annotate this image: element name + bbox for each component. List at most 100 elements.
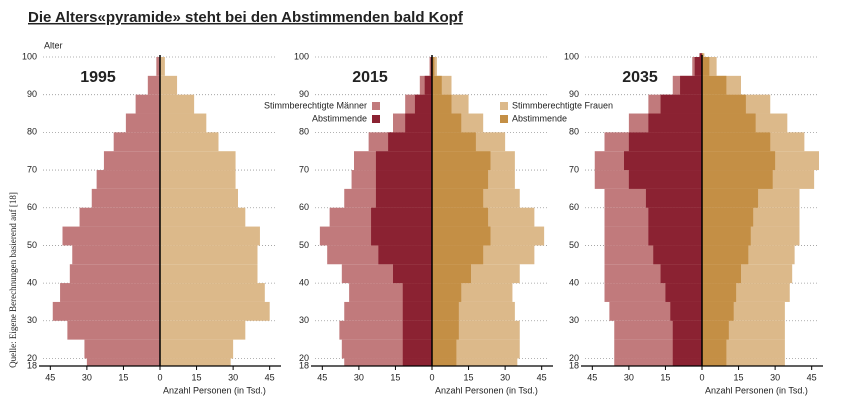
pyramid-bar bbox=[432, 226, 491, 246]
pyramid-bar bbox=[702, 358, 785, 366]
legend-swatch bbox=[500, 115, 508, 123]
pyramid-bar bbox=[405, 113, 432, 133]
y-tick-label: 50 bbox=[299, 240, 309, 250]
pyramid-bar bbox=[672, 339, 702, 359]
pyramid-bar bbox=[432, 113, 462, 133]
pyramid-bar bbox=[665, 283, 702, 302]
x-tick-label: 15 bbox=[734, 372, 744, 382]
y-tick-label: 50 bbox=[27, 240, 37, 250]
pyramid-bar bbox=[670, 301, 702, 321]
x-tick-label: 30 bbox=[770, 372, 780, 382]
pyramid-bar bbox=[702, 132, 771, 152]
y-tick-label: 70 bbox=[27, 164, 37, 174]
pyramid-bar bbox=[52, 301, 160, 321]
pyramid-bar bbox=[160, 320, 246, 340]
pyramid-bar bbox=[344, 358, 432, 366]
pyramid-bar bbox=[432, 75, 442, 95]
pyramid-bar bbox=[160, 57, 165, 76]
pyramid-bar bbox=[624, 151, 702, 171]
x-tick-label: 45 bbox=[265, 372, 275, 382]
x-tick-label: 0 bbox=[429, 372, 434, 382]
y-tick-label: 60 bbox=[569, 202, 579, 212]
pyramid-bar bbox=[645, 188, 702, 208]
pyramid-bar bbox=[135, 94, 160, 114]
panel-year: 2015 bbox=[352, 69, 388, 86]
y-tick-label: 100 bbox=[22, 51, 37, 61]
pyramid-bar bbox=[702, 264, 741, 284]
source: Quelle: Eigene Berechnungen basierend au… bbox=[8, 192, 18, 368]
y-tick-label: 40 bbox=[27, 277, 37, 287]
pyramid-bar bbox=[614, 358, 702, 366]
pyramid-bar bbox=[388, 132, 432, 152]
pyramid-bar bbox=[375, 151, 432, 171]
pyramid-bar bbox=[103, 151, 160, 171]
pyramid-bar bbox=[160, 94, 195, 114]
pyramid-bar bbox=[371, 226, 432, 246]
pyramid-bar bbox=[702, 245, 749, 265]
pyramid-bar bbox=[660, 94, 702, 114]
pyramid-bar bbox=[125, 113, 160, 133]
pyramid-bar bbox=[402, 283, 432, 302]
y-tick-label: 90 bbox=[569, 89, 579, 99]
pyramid-bar bbox=[156, 57, 160, 76]
y-tick-label: 80 bbox=[299, 127, 309, 137]
pyramid-bar bbox=[432, 132, 476, 152]
y-tick-label: 30 bbox=[27, 315, 37, 325]
x-tick-label: 15 bbox=[660, 372, 670, 382]
y-tick-label: 100 bbox=[564, 51, 579, 61]
y-tick-label: 40 bbox=[569, 277, 579, 287]
y-tick-label: 20 bbox=[299, 353, 309, 363]
y-tick-label: 20 bbox=[27, 353, 37, 363]
pyramid-bar bbox=[402, 320, 432, 340]
y-tick-label: 90 bbox=[299, 89, 309, 99]
pyramid-bar bbox=[702, 339, 727, 359]
pyramid-bar bbox=[702, 320, 729, 340]
pyramid-bar bbox=[160, 301, 270, 321]
legend-label: Abstimmende bbox=[512, 113, 567, 123]
pyramid-bar bbox=[653, 245, 702, 265]
pyramid-bar bbox=[702, 57, 710, 76]
y-tick-label: 18 bbox=[299, 360, 309, 370]
pyramid-bar bbox=[702, 170, 773, 189]
y-tick-label: 80 bbox=[27, 127, 37, 137]
panel-year: 2035 bbox=[622, 69, 658, 86]
pyramid-bar bbox=[62, 226, 160, 246]
pyramid-bar bbox=[432, 358, 457, 366]
pyramid-bar bbox=[160, 188, 238, 208]
x-tick-label: 0 bbox=[699, 372, 704, 382]
pyramid-bar bbox=[702, 226, 751, 246]
x-axis-label: Anzahl Personen (in Tsd.) bbox=[163, 385, 266, 395]
pyramid-bar bbox=[375, 188, 432, 208]
pyramid-bar bbox=[371, 207, 432, 227]
x-tick-label: 15 bbox=[118, 372, 128, 382]
pyramid-bar bbox=[402, 301, 432, 321]
legend-swatch bbox=[372, 102, 380, 110]
pyramid-bar bbox=[699, 53, 702, 57]
pyramid-bar bbox=[702, 283, 737, 302]
pyramid-bar bbox=[160, 226, 260, 246]
pyramid-bar bbox=[375, 170, 432, 189]
pyramid-bar bbox=[432, 151, 491, 171]
y-tick-label: 40 bbox=[299, 277, 309, 287]
pyramid-bar bbox=[72, 245, 160, 265]
pyramid-bar bbox=[702, 301, 734, 321]
legend-swatch bbox=[372, 115, 380, 123]
pyramid-bar bbox=[628, 132, 702, 152]
x-tick-label: 45 bbox=[317, 372, 327, 382]
pyramid-bar bbox=[160, 358, 231, 366]
pyramid-bar bbox=[648, 226, 702, 246]
x-tick-label: 45 bbox=[807, 372, 817, 382]
pyramid-bar bbox=[160, 151, 236, 171]
y-tick-label: 90 bbox=[27, 89, 37, 99]
x-axis-label: Anzahl Personen (in Tsd.) bbox=[435, 385, 538, 395]
y-tick-label: 50 bbox=[569, 240, 579, 250]
x-tick-label: 15 bbox=[464, 372, 474, 382]
pyramid-bar bbox=[432, 358, 518, 366]
x-tick-label: 15 bbox=[192, 372, 202, 382]
pyramid-bar bbox=[60, 283, 160, 302]
pyramid-bar bbox=[84, 339, 160, 359]
pyramid-bar bbox=[160, 132, 219, 152]
pyramid-bar bbox=[648, 207, 702, 227]
pyramid-bar bbox=[628, 170, 702, 189]
y-tick-label: 60 bbox=[27, 202, 37, 212]
